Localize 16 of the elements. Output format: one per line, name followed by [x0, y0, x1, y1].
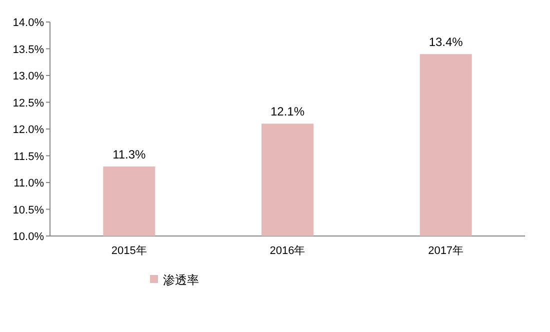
y-tick-label: 13.5%	[12, 44, 44, 56]
y-tick-label: 13.0%	[12, 70, 44, 82]
data-label: 11.3%	[112, 147, 146, 162]
data-label: 12.1%	[270, 104, 305, 119]
x-tick-label: 2017年	[428, 245, 464, 257]
legend-label: 渗透率	[163, 273, 199, 287]
y-tick-label: 10.5%	[12, 204, 44, 216]
y-tick-label: 14.0%	[12, 17, 44, 29]
x-tick-label: 2015年	[111, 245, 147, 257]
y-tick-label: 10.0%	[12, 231, 44, 243]
x-tick-label: 2016年	[270, 245, 306, 257]
y-tick-label: 12.5%	[12, 97, 44, 110]
y-tick-label: 11.5%	[14, 150, 44, 163]
y-tick-label: 12.0%	[12, 124, 44, 136]
y-tick-label: 11.0%	[14, 178, 44, 190]
data-label: 13.4%	[428, 35, 464, 50]
